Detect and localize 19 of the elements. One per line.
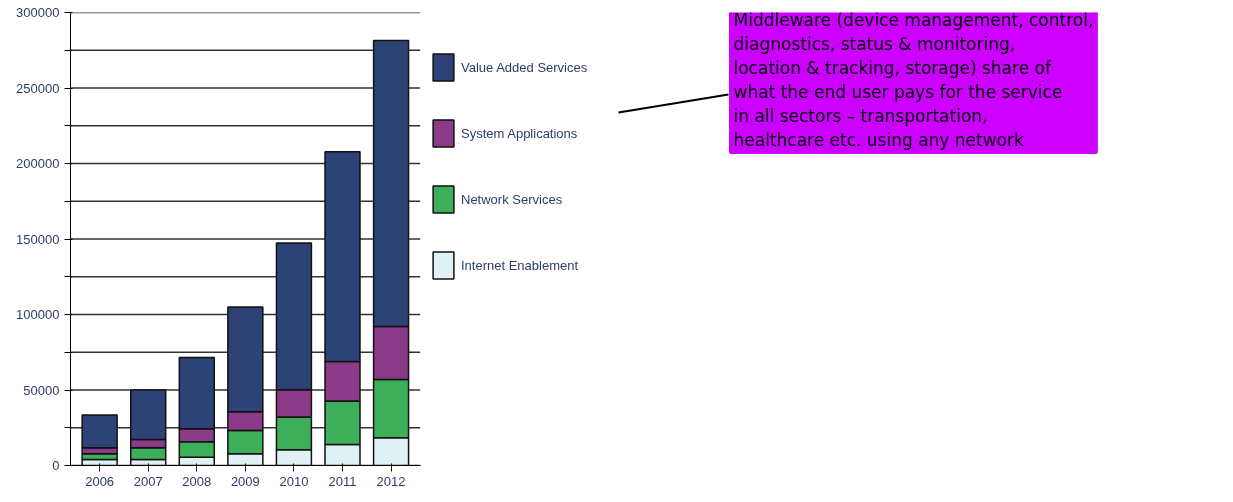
x-tick-label: 2012 <box>376 473 406 489</box>
legend-label: Network Services <box>461 191 563 207</box>
y-tick-label: 200000 <box>16 156 60 171</box>
y-tick-label: 50000 <box>23 382 60 398</box>
x-tick-label: 2007 <box>133 473 163 489</box>
legend-label: Internet Enablement <box>461 257 579 273</box>
y-tick-label: 100000 <box>16 307 60 322</box>
y-tick-label: 250000 <box>16 80 60 96</box>
x-tick-label: 2006 <box>85 473 115 489</box>
x-tick-label: 2008 <box>182 473 212 489</box>
legend-label: Value Added Services <box>461 59 588 75</box>
y-tick-label: 150000 <box>16 231 60 247</box>
text: Middleware (device management, control, diagnostics, status & monitoring, location & tracking, storage) share of what the end user pays for the service in all sectors – transportation, healthcare etc. using any network <box>733 9 1094 150</box>
x-tick-label: 2011 <box>328 473 357 489</box>
x-tick-label: 2010 <box>279 473 309 489</box>
x-tick-label: 2009 <box>230 473 260 489</box>
y-tick-label: 300000 <box>16 5 60 20</box>
y-tick-label: 0 <box>52 458 60 473</box>
legend-label: System Applications <box>461 125 578 141</box>
